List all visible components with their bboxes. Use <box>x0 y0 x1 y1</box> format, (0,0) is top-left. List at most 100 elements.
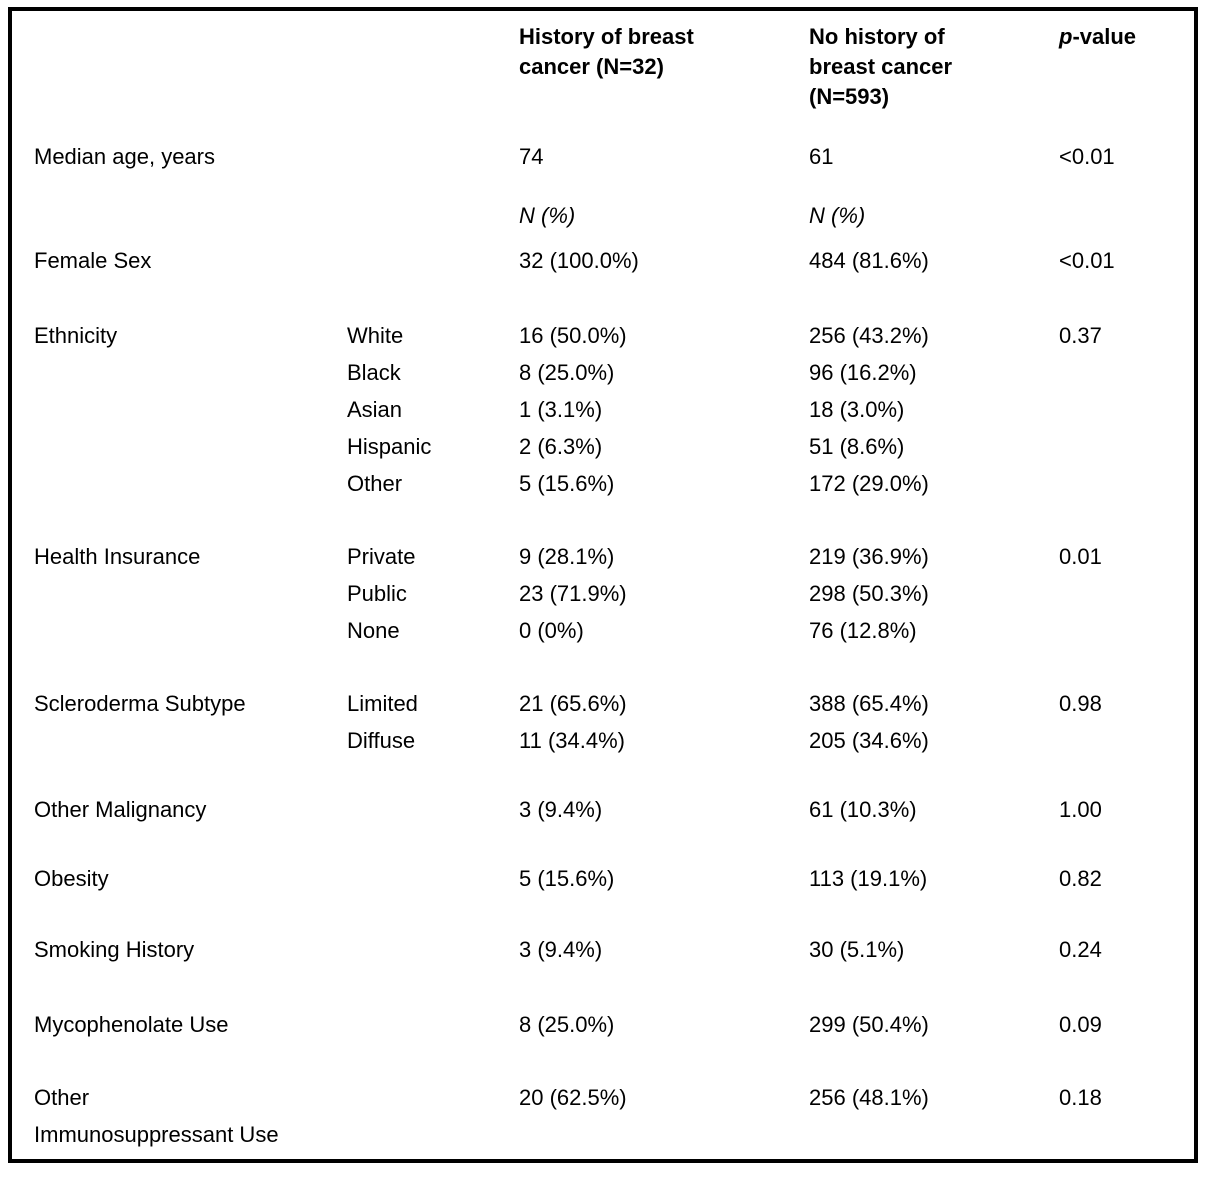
row-label <box>12 428 347 465</box>
no-history-value: 61 (10.3%) <box>809 797 917 822</box>
no-history-value: 219 (36.9%) <box>809 544 929 569</box>
row-label <box>12 612 347 649</box>
row-label <box>12 391 347 428</box>
table-row: Ethnicity White 16 (50.0%) 256 (43.2%) 0.37 <box>12 279 1194 354</box>
section-mycophenolate-use: Mycophenolate Use 8 (25.0%) 299 (50.4%) 0.0… <box>12 968 1194 1043</box>
table-row: Asian 1 (3.1%) 18 (3.0%) <box>12 391 1194 428</box>
col-header-history: History of breast cancer (N=32) <box>519 24 694 79</box>
row-subcategory <box>347 759 519 828</box>
section-ethnicity: Ethnicity White 16 (50.0%) 256 (43.2%) 0.37 B… <box>12 279 1194 502</box>
history-value: 23 (71.9%) <box>519 581 627 606</box>
table-row: Public 23 (71.9%) 298 (50.3%) <box>12 575 1194 612</box>
table-row: Other 5 (15.6%) 172 (29.0%) <box>12 465 1194 502</box>
col-header-no-history: No history of breast cancer (N=593) <box>809 24 953 109</box>
table-row: N (%) N (%) <box>12 175 1194 234</box>
row-subcategory: Asian <box>347 397 403 422</box>
table-row: Scleroderma Subtype Limited 21 (65.6%) 388 … <box>12 649 1194 722</box>
p-value <box>1059 391 1194 428</box>
row-label: Female Sex <box>34 248 152 273</box>
row-subcategory <box>347 175 519 234</box>
table-row: Obesity 5 (15.6%) 113 (19.1%) 0.82 <box>12 828 1194 897</box>
row-label: Other Malignancy <box>34 797 207 822</box>
p-value <box>1059 465 1194 502</box>
section-smoking-history: Smoking History 3 (9.4%) 30 (5.1%) 0.24 <box>12 897 1194 968</box>
table-row: Black 8 (25.0%) 96 (16.2%) <box>12 354 1194 391</box>
no-history-value: 256 (48.1%) <box>809 1085 929 1110</box>
table-row: Hispanic 2 (6.3%) 51 (8.6%) <box>12 428 1194 465</box>
no-history-value: 30 (5.1%) <box>809 937 905 962</box>
row-subcategory: None <box>347 618 400 643</box>
no-history-value: 96 (16.2%) <box>809 360 917 385</box>
history-value: 8 (25.0%) <box>519 1012 615 1037</box>
pvalue-suffix: -value <box>1072 24 1137 49</box>
row-label: Smoking History <box>34 937 195 962</box>
col-header-pvalue: p-value <box>1059 11 1194 138</box>
table-row: Diffuse 11 (34.4%) 205 (34.6%) <box>12 722 1194 759</box>
section-female-sex: Female Sex 32 (100.0%) 484 (81.6%) <0.01 <box>12 234 1194 279</box>
history-value: 11 (34.4%) <box>519 728 625 753</box>
history-value: 0 (0%) <box>519 618 584 643</box>
empty-header-cell <box>12 11 347 138</box>
section-other-malignancy: Other Malignancy 3 (9.4%) 61 (10.3%) 1.00 <box>12 759 1194 828</box>
pvalue-italic-p: p <box>1059 24 1073 49</box>
history-value: 5 (15.6%) <box>519 471 615 496</box>
paper-table-page: History of breast cancer (N=32) No histo… <box>8 7 1198 1163</box>
p-value <box>1059 354 1194 391</box>
p-value <box>1059 722 1194 759</box>
row-subcategory: Other <box>347 471 403 496</box>
table-row: Median age, years 74 61 <0.01 <box>12 138 1194 175</box>
row-subcategory: Limited <box>347 691 418 716</box>
no-history-value: N (%) <box>809 203 866 228</box>
row-label: Median age, years <box>34 144 215 169</box>
history-value: 3 (9.4%) <box>519 937 603 962</box>
p-value: 0.24 <box>1059 937 1102 962</box>
history-value: 74 <box>519 144 544 169</box>
history-value: 5 (15.6%) <box>519 866 615 891</box>
row-label: Other Immunosuppressant Use <box>34 1085 279 1147</box>
table-row: Female Sex 32 (100.0%) 484 (81.6%) <0.01 <box>12 234 1194 279</box>
section-unit-row: N (%) N (%) <box>12 175 1194 234</box>
p-value: 1.00 <box>1059 797 1102 822</box>
p-value <box>1059 612 1194 649</box>
no-history-value: 256 (43.2%) <box>809 323 929 348</box>
p-value: 0.18 <box>1059 1085 1102 1110</box>
row-label <box>12 575 347 612</box>
table-row: Smoking History 3 (9.4%) 30 (5.1%) 0.24 <box>12 897 1194 968</box>
p-value: <0.01 <box>1059 248 1115 273</box>
no-history-value: 113 (19.1%) <box>809 866 928 891</box>
p-value: 0.82 <box>1059 866 1102 891</box>
p-value <box>1059 428 1194 465</box>
table-row: Other Malignancy 3 (9.4%) 61 (10.3%) 1.00 <box>12 759 1194 828</box>
table-header: History of breast cancer (N=32) No histo… <box>12 11 1194 138</box>
p-value <box>1059 575 1194 612</box>
history-value: 3 (9.4%) <box>519 797 603 822</box>
table-row: Other Immunosuppressant Use 20 (62.5%) 256… <box>12 1043 1194 1153</box>
history-value: 2 (6.3%) <box>519 434 603 459</box>
no-history-value: 61 <box>809 144 834 169</box>
no-history-value: 172 (29.0%) <box>809 471 929 496</box>
empty-header-cell <box>347 11 519 138</box>
p-value: 0.37 <box>1059 323 1102 348</box>
p-value <box>1059 175 1194 234</box>
section-obesity: Obesity 5 (15.6%) 113 (19.1%) 0.82 <box>12 828 1194 897</box>
no-history-value: 388 (65.4%) <box>809 691 929 716</box>
section-scleroderma-subtype: Scleroderma Subtype Limited 21 (65.6%) 388 … <box>12 649 1194 759</box>
row-subcategory: Black <box>347 360 401 385</box>
history-value: 8 (25.0%) <box>519 360 615 385</box>
row-subcategory <box>347 897 519 968</box>
row-subcategory <box>347 828 519 897</box>
row-subcategory <box>347 968 519 1043</box>
row-label <box>12 722 347 759</box>
no-history-value: 484 (81.6%) <box>809 248 929 273</box>
row-label: Health Insurance <box>34 544 201 569</box>
table-row: Health Insurance Private 9 (28.1%) 219 (36.… <box>12 502 1194 575</box>
row-subcategory <box>347 138 519 175</box>
p-value: 0.98 <box>1059 691 1102 716</box>
no-history-value: 205 (34.6%) <box>809 728 929 753</box>
no-history-value: 18 (3.0%) <box>809 397 905 422</box>
row-label: Mycophenolate Use <box>34 1012 229 1037</box>
history-value: 21 (65.6%) <box>519 691 627 716</box>
no-history-value: 76 (12.8%) <box>809 618 917 643</box>
no-history-value: 51 (8.6%) <box>809 434 905 459</box>
row-label: Ethnicity <box>34 323 118 348</box>
